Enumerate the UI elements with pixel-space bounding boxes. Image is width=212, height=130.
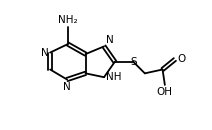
Text: S: S [130, 57, 137, 67]
Text: N: N [41, 48, 49, 58]
Text: OH: OH [157, 87, 173, 97]
Text: N: N [106, 35, 114, 45]
Text: NH₂: NH₂ [58, 15, 78, 25]
Text: O: O [177, 54, 186, 64]
Text: NH: NH [106, 72, 122, 82]
Text: N: N [63, 82, 71, 92]
